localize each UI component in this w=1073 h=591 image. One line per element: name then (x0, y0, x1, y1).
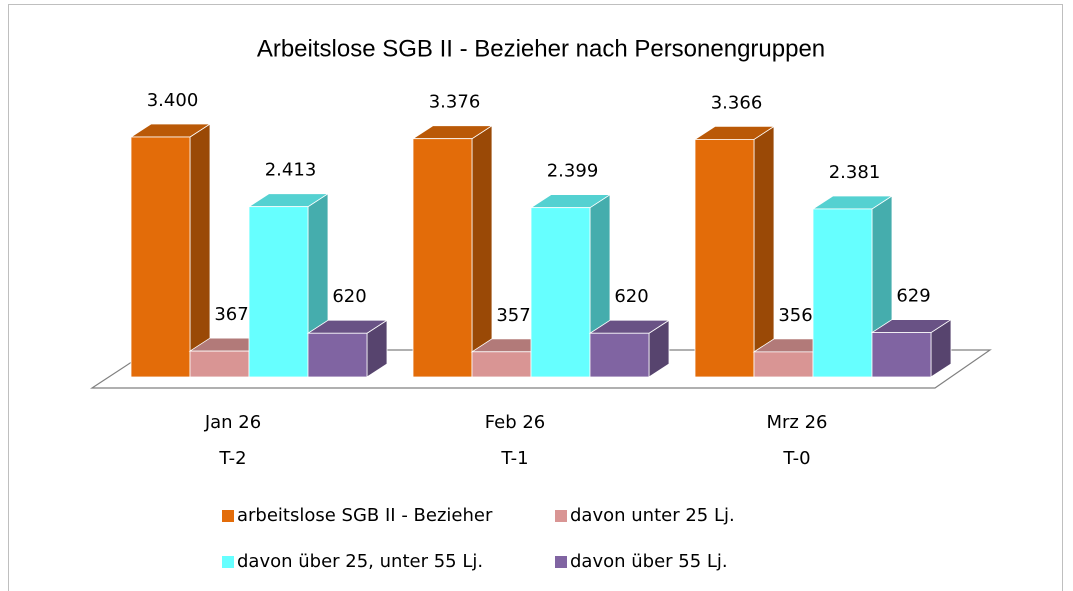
legend-label: arbeitslose SGB II - Bezieher (237, 505, 493, 526)
x-tick-label: Mrz 26 (766, 412, 827, 433)
bar-front (307, 332, 368, 378)
legend-label: davon unter 25 Lj. (570, 505, 735, 526)
bar-front (130, 136, 191, 378)
legend-label: davon über 55 Lj. (570, 551, 728, 572)
bar (129, 123, 212, 378)
x-tick-label: T-2 (218, 448, 246, 469)
legend-swatch (555, 510, 567, 522)
value-label: 356 (778, 305, 812, 326)
bar-front (694, 138, 755, 378)
bar-front (753, 351, 814, 378)
legend-swatch (555, 556, 567, 568)
bar (306, 319, 389, 378)
bar-side (471, 124, 493, 378)
bar (247, 192, 330, 378)
chart-title: Arbeitslose SGB II - Bezieher nach Perso… (257, 35, 825, 62)
value-label: 3.400 (147, 90, 199, 111)
legend-swatch (222, 510, 234, 522)
bar-front (412, 138, 473, 378)
value-label: 629 (896, 286, 930, 307)
x-tick-label: T-1 (500, 448, 528, 469)
value-label: 620 (614, 286, 648, 307)
bar-side (189, 123, 211, 378)
bar-front (812, 208, 873, 378)
bar (693, 125, 776, 378)
bar (588, 319, 671, 378)
value-label: 3.366 (711, 92, 763, 113)
x-tick-label: Feb 26 (485, 412, 546, 433)
bar (870, 318, 953, 378)
legend-label: davon über 25, unter 55 Lj. (237, 551, 483, 572)
value-label: 3.376 (429, 92, 481, 113)
value-label: 357 (496, 305, 530, 326)
value-label: 2.381 (829, 162, 881, 183)
value-label: 367 (214, 304, 248, 325)
bar-front (589, 332, 650, 378)
bar-front (189, 350, 250, 378)
bar-front (871, 332, 932, 378)
legend-swatch (222, 556, 234, 568)
bar-front (248, 206, 309, 378)
value-label: 2.413 (265, 160, 317, 181)
value-label: 2.399 (547, 161, 599, 182)
bar (411, 124, 494, 378)
x-tick-label: Jan 26 (204, 412, 261, 433)
bar-side (753, 125, 775, 378)
x-tick-label: T-0 (782, 448, 810, 469)
bar-front (471, 351, 532, 378)
value-label: 620 (332, 286, 366, 307)
bar-front (530, 207, 591, 378)
